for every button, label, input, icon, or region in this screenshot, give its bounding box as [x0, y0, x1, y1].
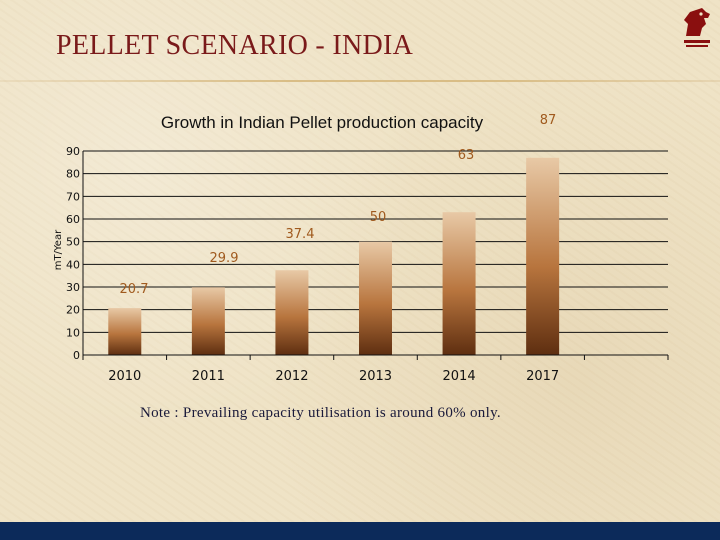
bar-2012	[275, 270, 309, 355]
title-divider	[0, 80, 720, 82]
footnote: Note : Prevailing capacity utilisation i…	[140, 405, 501, 421]
data-label: 20.7	[120, 282, 149, 297]
bars	[108, 157, 560, 355]
y-tick-label: 60	[66, 213, 80, 226]
x-tick-label: 2014	[443, 369, 476, 384]
bar-2013	[359, 241, 392, 355]
data-label: 37.4	[286, 227, 315, 242]
bar-2011	[191, 287, 225, 355]
slide-title: PELLET SCENARIO - INDIA	[56, 30, 414, 61]
y-tick-label: 40	[66, 258, 80, 271]
y-tick-label: 80	[66, 168, 80, 181]
y-tick-label: 30	[66, 281, 80, 294]
bar-2010	[108, 308, 142, 355]
x-tick-label: 2013	[359, 369, 392, 384]
y-tick-label: 20	[66, 304, 80, 317]
axes	[82, 151, 669, 360]
x-tick-label: 2010	[108, 369, 141, 384]
y-axis-label: mT/Year	[53, 229, 64, 270]
data-label: 63	[458, 148, 475, 163]
labels: 0 10 20 30 40 50 60 70 80 90 2010 2011 2012 2013 2014 2…	[66, 113, 559, 384]
chart-title: Growth in Indian Pellet production capac…	[161, 113, 484, 132]
data-label: 29.9	[210, 251, 239, 266]
y-tick-label: 90	[66, 145, 80, 158]
x-tick-label: 2011	[192, 369, 225, 384]
x-tick-label: 2012	[275, 369, 308, 384]
y-tick-label: 0	[73, 349, 80, 362]
bar-2014	[442, 212, 476, 355]
bar-2017	[526, 157, 560, 355]
x-tick-label: 2017	[526, 369, 559, 384]
horse-head-logo-icon	[684, 8, 710, 47]
y-tick-label: 10	[66, 326, 80, 339]
y-tick-label: 50	[66, 236, 80, 249]
y-tick-label: 70	[66, 190, 80, 203]
data-label: 50	[370, 210, 387, 225]
data-label: 87	[540, 113, 557, 128]
footer-bar	[0, 522, 720, 540]
